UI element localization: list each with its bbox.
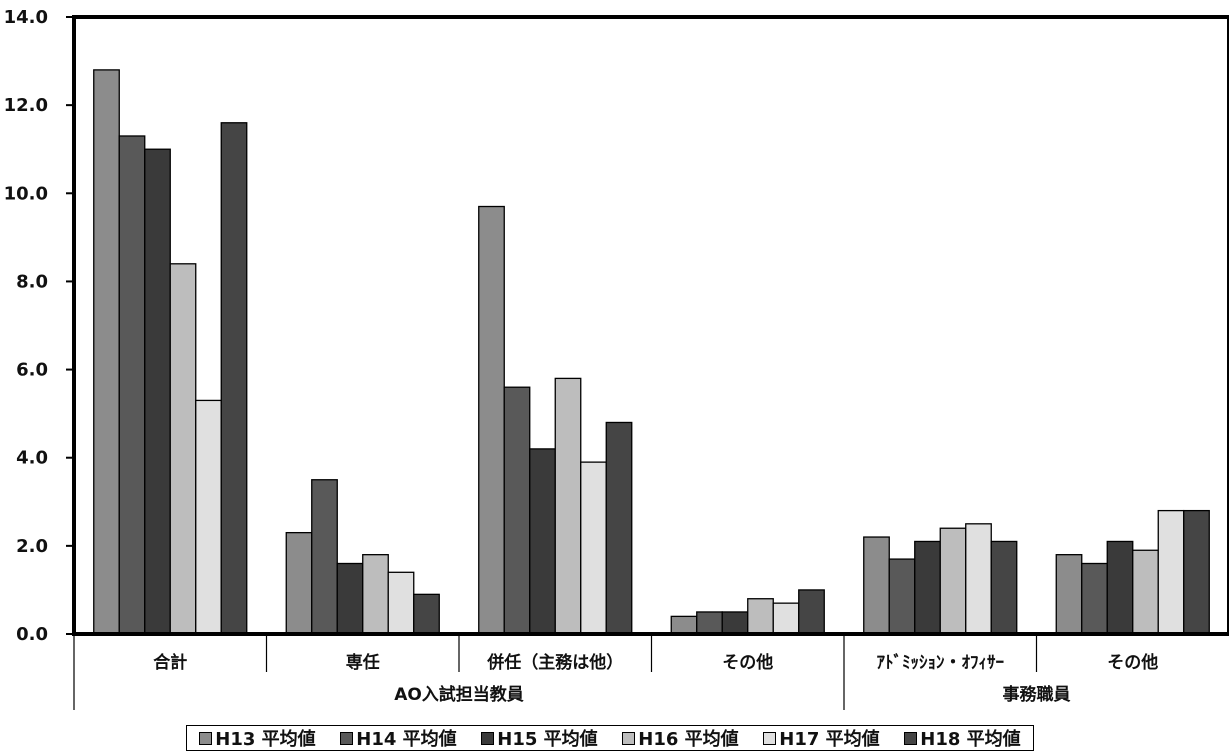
- legend-swatch: [622, 731, 636, 745]
- bar: [311, 479, 338, 635]
- bar: [1132, 549, 1159, 635]
- legend-item: H16 平均値: [622, 725, 739, 751]
- y-tick-label: 14.0: [4, 7, 48, 28]
- bar: [220, 122, 248, 635]
- bar: [605, 421, 633, 635]
- y-tick-label: 6.0: [16, 360, 48, 381]
- bar: [503, 386, 531, 635]
- bar: [863, 536, 890, 635]
- legend-item: H14 平均値: [340, 725, 457, 751]
- legend-item: H13 平均値: [199, 725, 316, 751]
- bar: [670, 615, 698, 635]
- y-axis-ticks: 0.0 2.0 4.0 6.0 8.0 10.0 12.0 14.0: [4, 7, 74, 645]
- y-tick-label: 8.0: [16, 271, 48, 292]
- bar: [1106, 540, 1134, 635]
- bar: [169, 263, 197, 635]
- bar: [965, 523, 992, 635]
- bar: [696, 611, 723, 635]
- legend-label: H13 平均値: [215, 729, 316, 750]
- legend-item: H15 平均値: [481, 725, 598, 751]
- plot-frame: [72, 15, 1229, 636]
- bar: [93, 69, 120, 635]
- legend-item: H18 平均値: [904, 725, 1021, 751]
- legend-swatch: [340, 731, 354, 745]
- legend-label: H16 平均値: [638, 729, 739, 750]
- legend-swatch: [904, 731, 918, 745]
- x-axis: 合計 専任 併任（主務は他） その他 ｱﾄﾞﾐｯｼｮﾝ・ｵﾌｨｻｰ その他 AO入試担当教員…: [73, 634, 1158, 710]
- y-tick-label: 10.0: [4, 183, 48, 204]
- x-category-label: 併任（主務は他）: [486, 652, 623, 673]
- legend-swatch: [763, 731, 777, 745]
- y-tick-label: 0.0: [16, 624, 48, 645]
- bar: [478, 205, 505, 635]
- bar: [1183, 509, 1210, 635]
- bar: [888, 558, 916, 635]
- x-category-label: 合計: [153, 652, 187, 673]
- bar: [1055, 554, 1083, 635]
- bar: [195, 399, 222, 635]
- bar: [721, 611, 749, 635]
- bar: [1081, 562, 1108, 635]
- bar: [362, 554, 389, 635]
- legend-swatch: [481, 731, 495, 745]
- legend: H13 平均値 H14 平均値 H15 平均値 H16 平均値 H17 平均値 H18 平…: [186, 725, 1034, 751]
- bar: [118, 135, 146, 635]
- x-category-label: ｱﾄﾞﾐｯｼｮﾝ・ｵﾌｨｻｰ: [877, 652, 1005, 673]
- legend-swatch: [199, 731, 213, 745]
- bar: [387, 571, 415, 635]
- bar: [747, 598, 774, 635]
- bar: [529, 448, 556, 635]
- bar: [798, 589, 825, 635]
- bar: [580, 461, 607, 635]
- bar: [554, 377, 582, 635]
- x-category-label: 専任: [346, 652, 380, 673]
- bar: [285, 531, 313, 635]
- x-category-label: その他: [1107, 652, 1158, 673]
- y-tick-label: 2.0: [16, 536, 48, 557]
- bar: [413, 593, 440, 635]
- legend-label: H15 平均値: [497, 729, 598, 750]
- legend-label: H14 平均値: [356, 729, 457, 750]
- y-tick-label: 12.0: [4, 95, 48, 116]
- y-tick-label: 4.0: [16, 448, 48, 469]
- legend-label: H18 平均値: [920, 729, 1021, 750]
- x-group-label: 事務職員: [1003, 684, 1071, 705]
- bar: [336, 562, 364, 635]
- bar: [914, 540, 941, 635]
- x-group-label: AO入試担当教員: [394, 684, 524, 705]
- x-category-label: その他: [722, 652, 773, 673]
- bar: [144, 148, 171, 635]
- legend-item: H17 平均値: [763, 725, 880, 751]
- bar: [990, 540, 1018, 635]
- bar: [1157, 509, 1185, 635]
- bar: [772, 602, 800, 635]
- bar: [939, 527, 967, 635]
- chart-bars: [93, 69, 1210, 635]
- legend-label: H17 平均値: [779, 729, 880, 750]
